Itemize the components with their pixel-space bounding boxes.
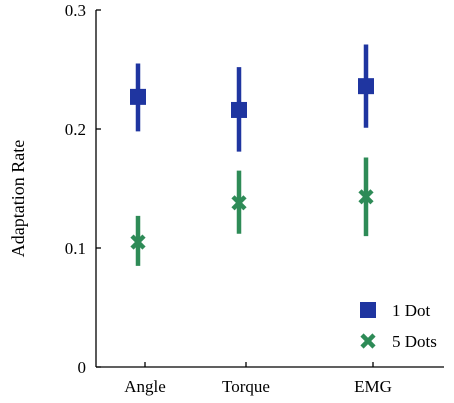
legend-label: 1 Dot — [392, 301, 431, 320]
data-point — [358, 189, 374, 205]
x-tick-label: EMG — [354, 377, 392, 396]
y-ticks: 0 0.1 0.2 0.3 — [65, 1, 101, 377]
series-1 — [130, 157, 374, 266]
y-tick-label: 0.1 — [65, 239, 86, 258]
data-point — [130, 234, 146, 250]
x-tick-label: Torque — [222, 377, 270, 396]
axes — [95, 10, 444, 368]
y-tick-label: 0 — [78, 358, 87, 377]
series-layer — [130, 44, 374, 266]
x-ticks: Angle Torque EMG — [124, 362, 392, 396]
data-point — [130, 88, 146, 105]
data-point — [231, 101, 247, 118]
legend-entry: 1 Dot — [360, 301, 431, 320]
y-axis-title: Adaptation Rate — [8, 140, 28, 257]
legend-marker — [360, 302, 376, 318]
y-tick-label: 0.3 — [65, 1, 86, 20]
legend-entry: 5 Dots — [360, 332, 437, 351]
y-tick-label: 0.2 — [65, 120, 86, 139]
x-tick-label: Angle — [124, 377, 166, 396]
legend: 1 Dot 5 Dots — [360, 301, 437, 351]
series-0 — [130, 44, 374, 152]
legend-marker — [360, 333, 376, 349]
data-point — [231, 195, 247, 211]
data-point — [358, 78, 374, 95]
legend-label: 5 Dots — [392, 332, 437, 351]
